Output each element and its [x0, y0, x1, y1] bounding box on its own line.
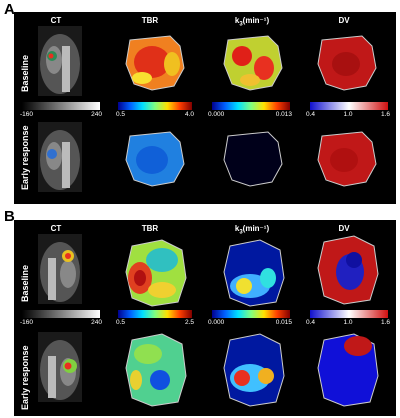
colorbar-dv-min: 0.4: [306, 111, 316, 118]
k3-early-response-map: [223, 131, 283, 187]
colorbar-dv-ticks: 0.4 1.0 1.6: [306, 319, 390, 326]
colorbar-dv-max: 1.6: [380, 319, 390, 326]
row-label-baseline: Baseline: [20, 54, 30, 92]
dv-early-response-map: [317, 131, 377, 187]
colorbar-ct-max: 240: [91, 319, 102, 326]
colorbar-dv-mid: 1.0: [343, 319, 353, 326]
colorbar-tbr-ticks: 0.5 4.0: [116, 111, 194, 118]
colorbar-tbr-min: 0.5: [116, 319, 126, 326]
colorbar-ct-min: -160: [20, 319, 34, 326]
colorbar-ct-max: 240: [91, 111, 102, 118]
colorbar-k3-min: 0.000: [208, 111, 225, 118]
panel-a-letter: A: [4, 1, 15, 18]
header-ct: CT: [50, 16, 62, 25]
colorbar-tbr-ticks: 0.5 2.5: [116, 319, 194, 326]
colorbar-k3-max: 0.013: [275, 111, 292, 118]
colorbar-tbr: [118, 102, 192, 110]
colorbar-ct-ticks: -160 240: [20, 319, 102, 326]
colorbar-k3-ticks: 0.000 0.015: [208, 319, 292, 326]
colorbar-ct: [22, 310, 100, 318]
tbr-baseline-map: [125, 239, 187, 307]
header-ct: CT: [50, 224, 62, 233]
colorbar-ct-ticks: -160 240: [20, 111, 102, 118]
colorbar-dv: [310, 102, 388, 110]
colorbar-ct-min: -160: [20, 111, 34, 118]
header-k3: k3(min⁻¹): [234, 16, 270, 28]
panel-a: CT TBR k3(min⁻¹) DV Baseline Early respo…: [14, 12, 396, 204]
k3-baseline-map: [223, 239, 285, 307]
colorbar-tbr-min: 0.5: [116, 111, 126, 118]
k3-baseline-map: [223, 35, 283, 91]
dv-baseline-map: [317, 35, 377, 91]
colorbar-ct: [22, 102, 100, 110]
row-label-baseline: Baseline: [20, 264, 30, 302]
colorbar-tbr: [118, 310, 192, 318]
ct-baseline-image: [38, 234, 82, 304]
tbr-baseline-map: [125, 35, 185, 91]
colorbar-tbr-max: 4.0: [184, 111, 194, 118]
header-tbr: TBR: [141, 224, 159, 233]
header-dv: DV: [338, 224, 350, 233]
colorbar-k3-min: 0.000: [208, 319, 225, 326]
colorbar-dv-mid: 1.0: [343, 111, 353, 118]
colorbar-dv-max: 1.6: [380, 111, 390, 118]
ct-early-response-image: [38, 332, 82, 402]
header-k3: k3(min⁻¹): [234, 224, 270, 236]
colorbar-dv-min: 0.4: [306, 319, 316, 326]
row-label-early-response: Early response: [20, 125, 30, 190]
tbr-early-response-map: [125, 333, 187, 407]
dv-baseline-map: [317, 235, 379, 305]
row-label-early-response: Early response: [20, 345, 30, 410]
colorbar-k3-ticks: 0.000 0.013: [208, 111, 292, 118]
ct-early-response-image: [38, 122, 82, 192]
colorbar-k3-max: 0.015: [275, 319, 292, 326]
header-dv: DV: [338, 16, 350, 25]
colorbar-dv: [310, 310, 388, 318]
panel-b: CT TBR k3(min⁻¹) DV Baseline Early respo…: [14, 220, 396, 416]
dv-early-response-map: [317, 333, 379, 407]
colorbar-tbr-max: 2.5: [184, 319, 194, 326]
header-tbr: TBR: [141, 16, 159, 25]
colorbar-k3: [212, 310, 290, 318]
colorbar-dv-ticks: 0.4 1.0 1.6: [306, 111, 390, 118]
colorbar-k3: [212, 102, 290, 110]
tbr-early-response-map: [125, 131, 185, 187]
k3-early-response-map: [223, 333, 285, 407]
ct-baseline-image: [38, 26, 82, 96]
panel-b-letter: B: [4, 208, 15, 225]
